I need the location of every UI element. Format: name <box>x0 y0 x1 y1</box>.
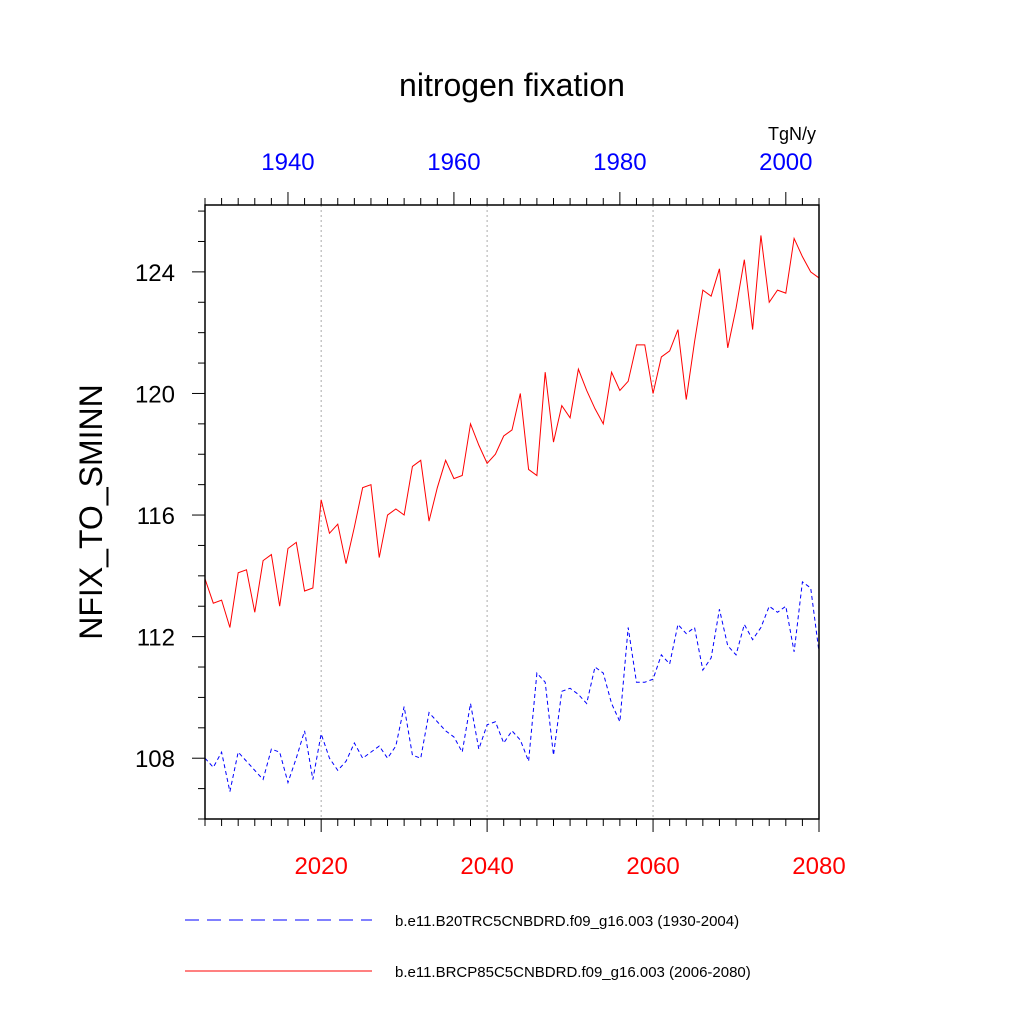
plot-frame <box>204 204 820 820</box>
chart-title: nitrogen fixation <box>399 67 625 103</box>
top-tick-label: 1940 <box>261 149 314 176</box>
y-tick-label: 108 <box>135 746 175 773</box>
y-axis-label: NFIX_TO_SMINN <box>73 384 109 639</box>
bottom-tick-label: 2040 <box>460 853 513 880</box>
legend-label-historical: b.e11.B20TRC5CNBDRD.f09_g16.003 (1930-20… <box>395 913 739 930</box>
bottom-tick-label: 2080 <box>792 853 845 880</box>
bottom-tick-label: 2020 <box>294 853 347 880</box>
top-tick-label: 1960 <box>427 149 480 176</box>
top-tick-label: 1980 <box>593 149 646 176</box>
legend: b.e11.B20TRC5CNBDRD.f09_g16.003 (1930-20… <box>185 913 751 981</box>
y-tick-label: 112 <box>137 625 175 652</box>
tick-layer: 2020 2040 2060 2080 1940 1960 1980 2000 108 112 11… <box>135 149 846 880</box>
series-line-rcp85 <box>204 235 820 628</box>
series-layer <box>204 235 820 792</box>
y-tick-label: 120 <box>135 381 175 408</box>
top-tick-label: 2000 <box>759 149 812 176</box>
series-line-historical <box>204 580 820 792</box>
legend-label-rcp85: b.e11.BRCP85C5CNBDRD.f09_g16.003 (2006-2… <box>395 964 751 981</box>
units-label: TgN/y <box>768 124 816 144</box>
y-tick-label: 116 <box>137 503 175 530</box>
bottom-tick-label: 2060 <box>626 853 679 880</box>
grid-layer <box>320 205 654 819</box>
y-tick-label: 124 <box>135 260 175 287</box>
